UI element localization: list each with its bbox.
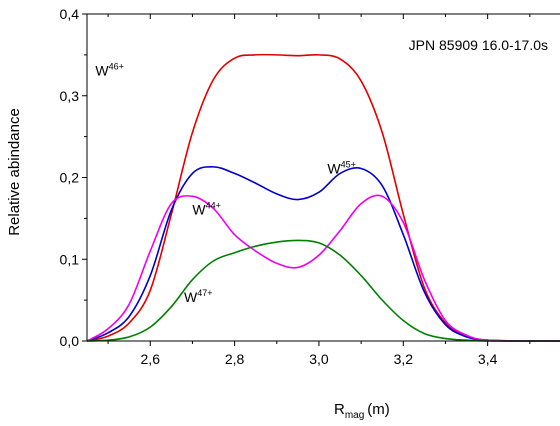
series-line-w44plus [87, 194, 560, 342]
series-line-w47plus [87, 239, 560, 342]
axis-ticks [82, 13, 531, 346]
y-tick-label: 0,1 [60, 251, 80, 267]
x-tick-label: 3,4 [478, 351, 498, 367]
series-annotation-45plus: W45+ [327, 159, 356, 176]
y-tick-label: 0,0 [60, 333, 80, 349]
y-tick-label: 0,4 [60, 6, 80, 22]
x-tick-label: 3,0 [309, 351, 329, 367]
series-annotation-46plus: W46+ [95, 61, 124, 78]
y-tick-label: 0,2 [60, 170, 80, 186]
series-line-w46plus [87, 53, 560, 342]
series-annotation-44plus: W44+ [192, 200, 221, 217]
annotation-superscript: 45+ [341, 159, 356, 169]
annotation-superscript: 47+ [197, 288, 212, 298]
x-axis-label-subscript: mag [345, 410, 364, 421]
annotation-base: W [184, 289, 198, 305]
annotation-base: W [327, 160, 341, 176]
y-tick-label: 0,3 [60, 88, 80, 104]
x-tick-label: 2,8 [225, 351, 245, 367]
x-tick-label: 2,6 [141, 351, 161, 367]
annotation-superscript: 46+ [109, 61, 124, 71]
x-axis-label-unit: (m) [367, 401, 390, 418]
series-annotation-47plus: W47+ [184, 288, 213, 305]
axis-tick-labels: 0,0 0,1 0,2 0,3 0,4 2,6 2,8 3,0 3,2 3,4 [60, 6, 498, 367]
series-annotations: W46+W45+W44+W47+ [95, 61, 355, 304]
y-axis-label: Relative abindance [6, 108, 23, 236]
x-tick-label: 3,2 [394, 351, 414, 367]
annotation-base: W [95, 62, 109, 78]
x-axis-label-main: R [334, 401, 345, 418]
annotation-superscript: 44+ [206, 200, 221, 210]
series-lines [87, 53, 560, 342]
chart-title: JPN 85909 16.0-17.0s [409, 37, 548, 53]
x-axis-label: Rmag (m) [334, 401, 390, 421]
annotation-base: W [192, 201, 206, 217]
series-line-w45plus [87, 166, 560, 342]
